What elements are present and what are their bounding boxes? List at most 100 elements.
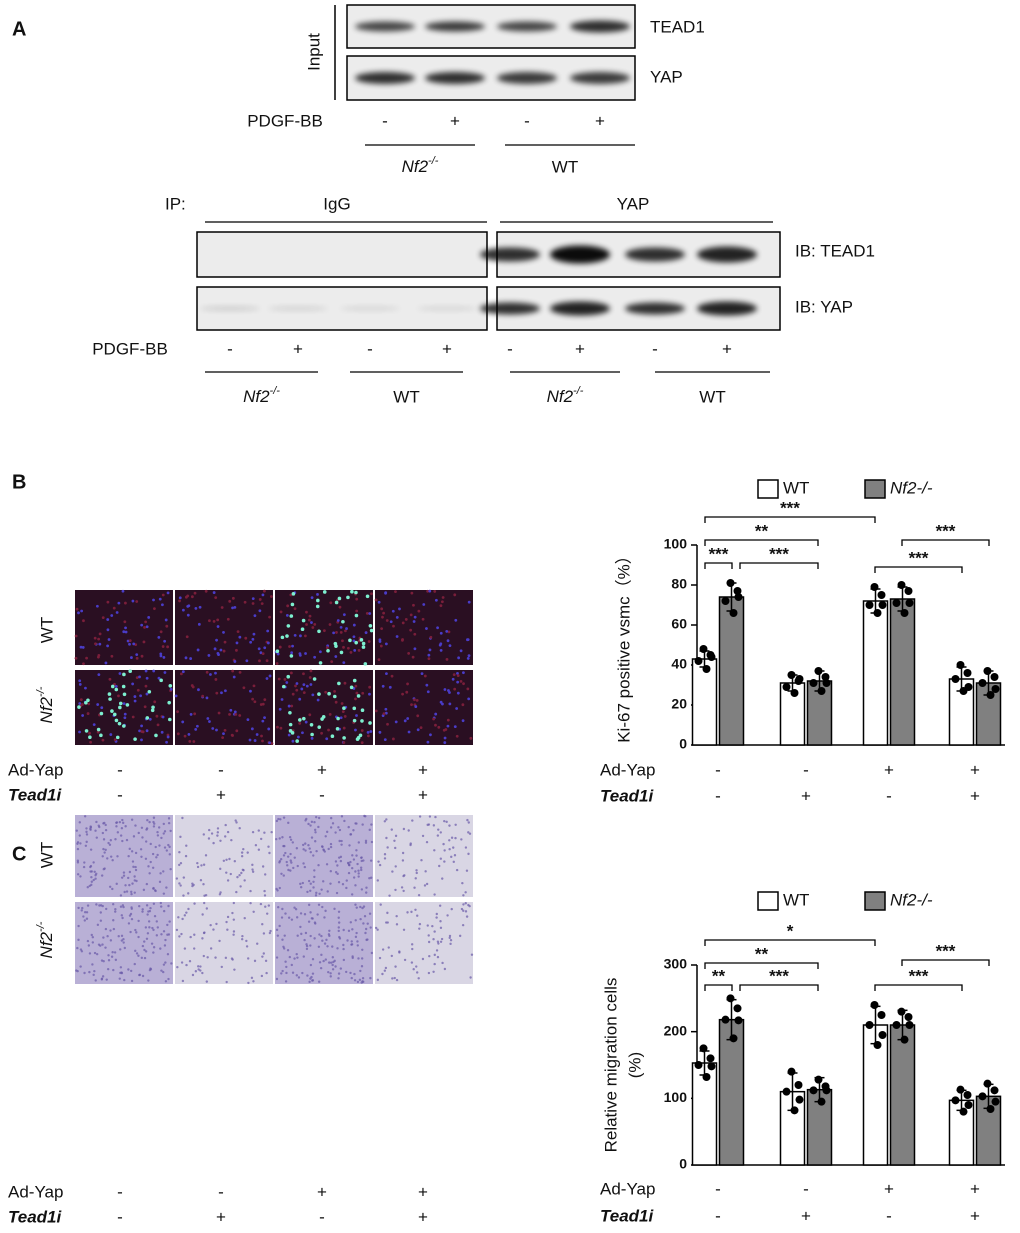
data-point	[878, 601, 887, 609]
cell	[261, 865, 265, 868]
cell	[224, 835, 227, 838]
cell	[329, 826, 333, 829]
cell	[350, 940, 353, 943]
cell	[189, 935, 192, 939]
nucleus	[160, 730, 164, 734]
cell	[360, 888, 364, 891]
nucleus	[193, 591, 197, 595]
cell	[401, 859, 405, 862]
treatment-sign: -	[367, 339, 373, 358]
nucleus	[141, 730, 145, 734]
ki67-nucleus	[118, 701, 123, 706]
cell	[296, 934, 299, 937]
nucleus	[384, 711, 388, 715]
nucleus	[110, 614, 114, 617]
cell	[283, 934, 286, 937]
cell	[77, 924, 80, 928]
nucleus	[252, 684, 256, 688]
cell	[115, 821, 118, 824]
cell	[279, 818, 282, 821]
data-point	[729, 1034, 738, 1043]
cell	[312, 886, 315, 889]
nucleus	[207, 654, 211, 657]
nucleus	[122, 630, 126, 634]
data-point	[865, 601, 874, 609]
cell	[313, 820, 316, 824]
cell	[275, 819, 279, 823]
ki67-nucleus	[150, 708, 155, 713]
nucleus	[124, 626, 127, 630]
nucleus	[401, 692, 404, 696]
cell	[428, 815, 432, 818]
cell	[284, 912, 287, 915]
micrograph	[374, 902, 474, 984]
cell	[259, 837, 263, 841]
nucleus	[235, 641, 239, 645]
nucleus	[308, 614, 312, 618]
cell	[368, 876, 371, 880]
cell	[369, 926, 372, 929]
nucleus	[329, 601, 333, 605]
cell	[352, 858, 356, 861]
nucleus	[324, 690, 328, 694]
nucleus	[192, 740, 196, 743]
condition-sign: +	[216, 785, 226, 804]
cell	[363, 814, 366, 818]
cell	[410, 943, 414, 946]
ki67-nucleus	[315, 604, 320, 609]
nucleus	[206, 717, 210, 720]
nucleus	[258, 598, 262, 601]
ki67-nucleus	[354, 590, 358, 595]
cell	[326, 890, 329, 893]
condition-sign: -	[117, 785, 123, 804]
nucleus	[308, 713, 312, 717]
nucleus	[366, 731, 370, 734]
nucleus	[229, 708, 233, 712]
nucleus	[190, 595, 194, 599]
cell	[448, 839, 451, 842]
cell	[181, 917, 184, 921]
cell	[415, 869, 418, 872]
cell	[369, 976, 372, 980]
cell	[95, 952, 99, 956]
cell	[293, 957, 296, 960]
cell	[448, 934, 452, 938]
cell	[85, 840, 88, 844]
micrograph	[275, 669, 373, 745]
ki67-nucleus	[356, 694, 361, 698]
cell	[439, 857, 443, 860]
data-point	[897, 1007, 906, 1016]
cell	[337, 977, 340, 980]
cell	[107, 841, 110, 845]
data-point	[978, 1092, 987, 1101]
cell	[120, 934, 124, 938]
treatment-sign: -	[507, 339, 513, 358]
data-point	[790, 1106, 799, 1115]
nucleus	[330, 660, 334, 664]
cell	[106, 935, 109, 938]
nucleus	[448, 691, 451, 694]
cell	[304, 931, 308, 935]
cell	[309, 850, 312, 854]
nucleus	[285, 613, 289, 617]
nucleus	[311, 626, 315, 629]
cell	[452, 860, 455, 864]
nucleus	[305, 623, 308, 626]
nucleus	[352, 635, 356, 639]
data-point	[878, 1031, 887, 1039]
cell	[162, 909, 166, 913]
cell	[307, 879, 311, 883]
cell	[311, 972, 315, 975]
nucleus	[410, 591, 414, 595]
cell	[338, 828, 342, 832]
data-point	[990, 673, 999, 681]
cell	[384, 966, 388, 970]
cell	[313, 937, 316, 940]
cell	[302, 955, 305, 958]
nucleus	[258, 659, 261, 663]
cell	[113, 951, 117, 954]
cell	[331, 822, 335, 825]
cell	[433, 893, 436, 896]
cell	[365, 891, 368, 894]
cell	[138, 904, 141, 908]
